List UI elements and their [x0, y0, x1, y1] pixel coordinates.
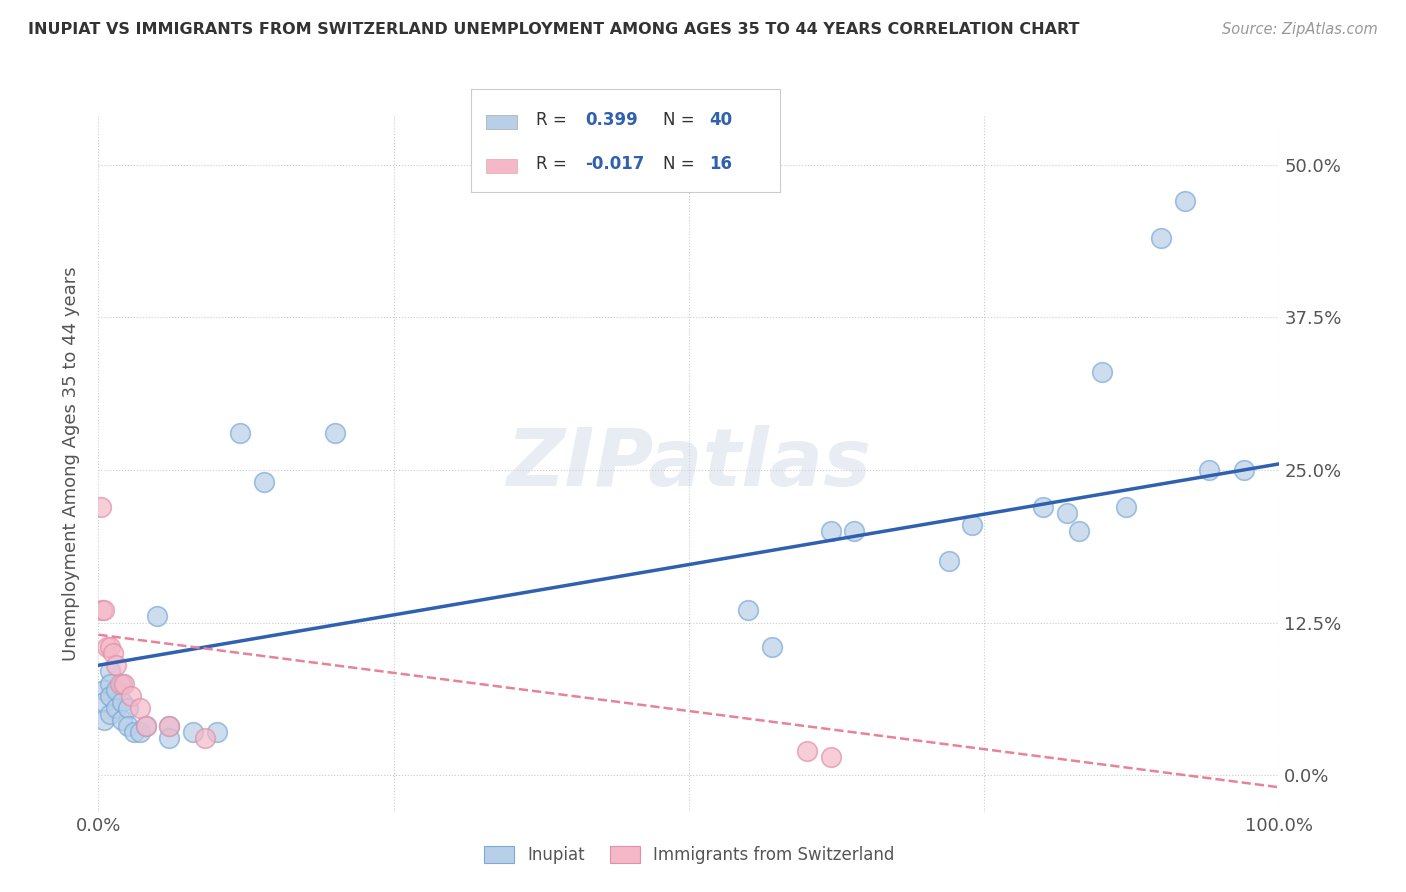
- Point: [105, 701, 128, 715]
- Point: [1174, 194, 1197, 209]
- Point: [105, 682, 128, 697]
- Point: [98, 707, 121, 722]
- Point: [93, 603, 115, 617]
- Legend: Inupiat, Immigrants from Switzerland: Inupiat, Immigrants from Switzerland: [478, 841, 900, 870]
- Text: 16: 16: [709, 155, 733, 173]
- Point: [96, 640, 118, 654]
- Point: [181, 725, 204, 739]
- Point: [90, 500, 112, 514]
- Point: [111, 695, 134, 709]
- Point: [157, 731, 180, 746]
- Point: [111, 713, 134, 727]
- Point: [205, 725, 228, 739]
- Text: Source: ZipAtlas.com: Source: ZipAtlas.com: [1222, 22, 1378, 37]
- Text: INUPIAT VS IMMIGRANTS FROM SWITZERLAND UNEMPLOYMENT AMONG AGES 35 TO 44 YEARS CO: INUPIAT VS IMMIGRANTS FROM SWITZERLAND U…: [28, 22, 1080, 37]
- Point: [91, 603, 114, 617]
- Point: [122, 725, 145, 739]
- Point: [962, 517, 984, 532]
- Point: [1091, 365, 1114, 379]
- Point: [737, 603, 759, 617]
- Text: R =: R =: [536, 111, 572, 129]
- Point: [844, 524, 866, 538]
- FancyBboxPatch shape: [486, 115, 517, 129]
- Text: -0.017: -0.017: [585, 155, 645, 173]
- Point: [157, 719, 180, 733]
- Point: [93, 713, 115, 727]
- Point: [93, 695, 115, 709]
- Point: [1150, 231, 1173, 245]
- Point: [98, 689, 121, 703]
- Point: [157, 719, 180, 733]
- Point: [117, 701, 139, 715]
- Point: [820, 749, 842, 764]
- Point: [111, 676, 134, 690]
- Point: [128, 701, 150, 715]
- Point: [1115, 500, 1137, 514]
- Point: [135, 719, 157, 733]
- Point: [323, 426, 346, 441]
- Point: [1233, 463, 1256, 477]
- Point: [1067, 524, 1090, 538]
- Point: [229, 426, 252, 441]
- Point: [761, 640, 783, 654]
- Point: [146, 609, 169, 624]
- Point: [105, 658, 128, 673]
- Text: R =: R =: [536, 155, 572, 173]
- Point: [117, 719, 139, 733]
- Text: N =: N =: [662, 111, 700, 129]
- Point: [93, 682, 115, 697]
- Point: [98, 665, 121, 679]
- Point: [98, 640, 121, 654]
- Point: [796, 744, 818, 758]
- Point: [194, 731, 217, 746]
- Point: [98, 676, 121, 690]
- Text: N =: N =: [662, 155, 700, 173]
- Text: 40: 40: [709, 111, 733, 129]
- Point: [1198, 463, 1220, 477]
- Text: 0.399: 0.399: [585, 111, 638, 129]
- Point: [938, 554, 960, 568]
- Point: [135, 719, 157, 733]
- Point: [253, 475, 276, 490]
- Point: [108, 676, 131, 690]
- Point: [112, 676, 135, 690]
- Point: [1032, 500, 1054, 514]
- Point: [128, 725, 150, 739]
- Y-axis label: Unemployment Among Ages 35 to 44 years: Unemployment Among Ages 35 to 44 years: [62, 267, 80, 661]
- FancyBboxPatch shape: [486, 159, 517, 173]
- Point: [820, 524, 842, 538]
- Point: [1056, 506, 1078, 520]
- Text: ZIPatlas: ZIPatlas: [506, 425, 872, 503]
- Point: [101, 646, 124, 660]
- Point: [121, 689, 143, 703]
